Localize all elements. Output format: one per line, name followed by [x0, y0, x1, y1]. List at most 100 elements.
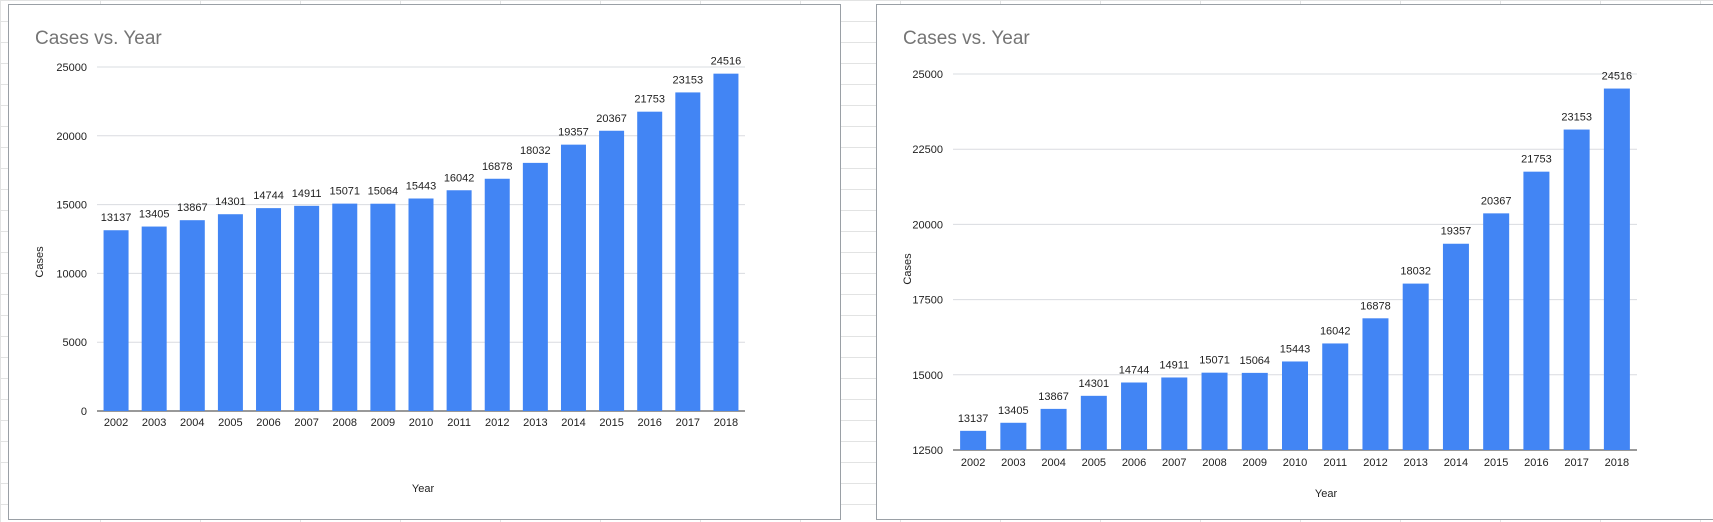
bar-2016[interactable] — [1523, 171, 1550, 451]
x-tick-label: 2006 — [256, 417, 280, 429]
data-label: 13867 — [177, 202, 208, 214]
data-label: 24516 — [711, 56, 742, 68]
bar-2007[interactable] — [1161, 377, 1188, 450]
data-label: 20367 — [596, 113, 627, 125]
x-tick-label: 2017 — [1564, 457, 1588, 469]
data-label: 14744 — [1119, 365, 1150, 377]
x-tick-label: 2014 — [1444, 457, 1468, 469]
bar-2005[interactable] — [1080, 395, 1107, 450]
data-label: 16878 — [482, 161, 513, 173]
y-tick-label: 5000 — [63, 337, 87, 349]
x-tick-label: 2007 — [1162, 457, 1186, 469]
y-tick-label: 25000 — [56, 62, 87, 74]
x-tick-label: 2015 — [1484, 457, 1508, 469]
bar-2014[interactable] — [1442, 243, 1469, 450]
x-tick-label: 2006 — [1122, 457, 1146, 469]
data-label: 16042 — [444, 172, 475, 184]
chart-card-left[interactable]: Cases vs. Year Year Cases 0 5000 10000 1500… — [8, 4, 841, 520]
x-tick-label: 2016 — [637, 417, 661, 429]
x-tick-label: 2008 — [333, 417, 357, 429]
chart-card-right[interactable]: Cases vs. Year Year Cases 12500 15000 1750… — [876, 4, 1713, 520]
x-tick-label: 2009 — [1243, 457, 1267, 469]
data-label: 21753 — [634, 94, 665, 106]
y-tick-label: 12500 — [912, 445, 943, 457]
bar-2013[interactable] — [522, 162, 548, 411]
bar-2012[interactable] — [484, 178, 510, 411]
x-tick-label: 2017 — [676, 417, 700, 429]
bar-2005[interactable] — [217, 214, 243, 411]
data-label: 19357 — [1441, 226, 1472, 238]
x-tick-label: 2004 — [1041, 457, 1065, 469]
y-axis-title: Cases — [34, 246, 46, 278]
chart-title: Cases vs. Year — [903, 28, 1030, 49]
data-label: 13867 — [1038, 391, 1069, 403]
bar-2007[interactable] — [294, 205, 320, 411]
bar-2010[interactable] — [408, 198, 434, 411]
bar-2017[interactable] — [1563, 129, 1590, 450]
bar-2004[interactable] — [1040, 408, 1067, 450]
bar-2014[interactable] — [560, 144, 586, 411]
data-label: 14301 — [215, 196, 246, 208]
bar-2018[interactable] — [1603, 88, 1630, 451]
x-tick-label: 2010 — [1283, 457, 1307, 469]
x-tick-label: 2018 — [714, 417, 738, 429]
y-tick-label: 20000 — [56, 131, 87, 143]
y-tick-label: 20000 — [912, 219, 943, 231]
x-tick-label: 2012 — [485, 417, 509, 429]
bar-2009[interactable] — [1241, 372, 1268, 450]
bar-2002[interactable] — [960, 430, 987, 450]
data-label: 23153 — [673, 74, 704, 86]
y-tick-label: 0 — [81, 406, 87, 418]
bar-2004[interactable] — [179, 220, 205, 411]
data-label: 13405 — [139, 209, 170, 221]
bar-2003[interactable] — [141, 226, 167, 411]
bar-2009[interactable] — [370, 203, 396, 411]
x-tick-label: 2016 — [1524, 457, 1548, 469]
x-tick-label: 2002 — [961, 457, 985, 469]
data-label: 13137 — [101, 212, 132, 224]
y-tick-label: 15000 — [56, 200, 87, 212]
data-label: 13137 — [958, 413, 989, 425]
x-tick-label: 2009 — [371, 417, 395, 429]
bar-2015[interactable] — [1483, 213, 1510, 450]
bar-2016[interactable] — [637, 111, 663, 412]
data-label: 18032 — [520, 145, 551, 157]
data-label: 19357 — [558, 127, 589, 139]
y-tick-label: 25000 — [912, 69, 943, 81]
x-tick-label: 2011 — [447, 417, 471, 429]
x-tick-label: 2015 — [599, 417, 623, 429]
x-tick-label: 2013 — [523, 417, 547, 429]
bar-2015[interactable] — [599, 130, 625, 412]
bar-2010[interactable] — [1282, 361, 1308, 450]
bar-2008[interactable] — [1201, 372, 1228, 450]
data-label: 14301 — [1079, 378, 1110, 390]
bar-2002[interactable] — [103, 230, 129, 411]
x-tick-label: 2008 — [1202, 457, 1226, 469]
bar-2013[interactable] — [1402, 283, 1429, 450]
bar-2011[interactable] — [446, 190, 472, 411]
bar-2012[interactable] — [1362, 318, 1389, 450]
data-label: 20367 — [1481, 195, 1512, 207]
data-label: 14911 — [1159, 359, 1189, 371]
chart-title: Cases vs. Year — [35, 28, 162, 49]
x-tick-label: 2003 — [142, 417, 166, 429]
bar-2008[interactable] — [332, 203, 358, 411]
bar-2006[interactable] — [1121, 382, 1148, 450]
bar-2018[interactable] — [713, 73, 739, 411]
y-axis-title: Cases — [902, 253, 914, 285]
data-label: 14744 — [253, 190, 284, 202]
bar-2017[interactable] — [675, 92, 701, 411]
bar-2011[interactable] — [1322, 343, 1349, 450]
bar-2006[interactable] — [256, 208, 282, 411]
chart-right: Cases vs. Year Year Cases 12500 15000 1750… — [902, 28, 1637, 500]
data-label: 16878 — [1360, 300, 1391, 312]
bar-2003[interactable] — [1000, 422, 1027, 450]
y-tick-label: 10000 — [56, 268, 87, 280]
x-tick-label: 2005 — [1082, 457, 1106, 469]
chart-left: Cases vs. Year Year Cases 0 5000 10000 1500… — [34, 28, 745, 495]
data-label: 13405 — [998, 405, 1029, 417]
data-label: 24516 — [1602, 71, 1633, 83]
data-label: 15064 — [1239, 355, 1270, 367]
data-label: 18032 — [1400, 266, 1431, 278]
x-tick-label: 2003 — [1001, 457, 1025, 469]
